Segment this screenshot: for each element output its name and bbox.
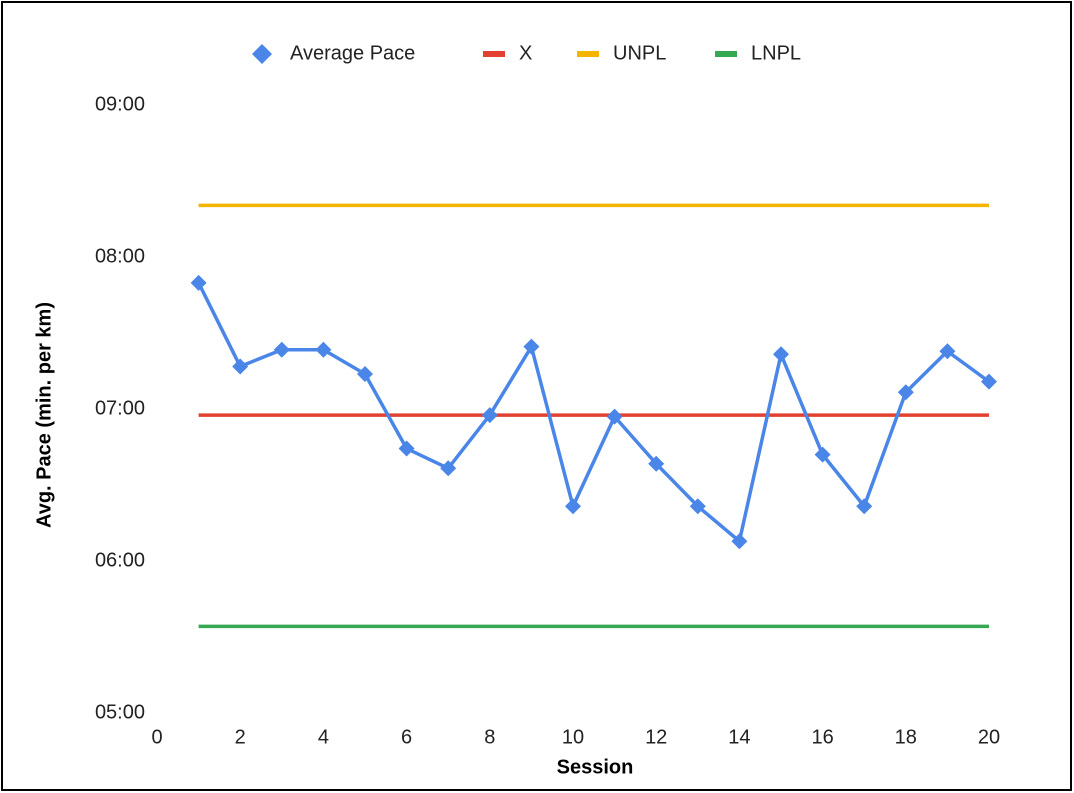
data-point (565, 498, 581, 515)
legend-label: UNPL (613, 42, 666, 64)
x-tick-label: 10 (562, 726, 584, 748)
legend-label: X (519, 42, 532, 64)
x-tick-label: 4 (318, 726, 329, 748)
data-point (981, 373, 997, 390)
legend-marker (715, 51, 737, 57)
data-point (232, 358, 249, 375)
legend-marker (483, 51, 505, 57)
data-point (648, 455, 665, 472)
x-tick-label: 12 (645, 726, 667, 748)
y-tick-label: 07:00 (95, 397, 145, 419)
x-tick-label: 18 (895, 726, 917, 748)
data-point (606, 408, 623, 425)
data-point (398, 440, 415, 457)
y-tick-label: 09:00 (95, 93, 145, 115)
x-tick-label: 16 (811, 726, 833, 748)
data-point (773, 346, 789, 363)
data-point (814, 446, 831, 463)
x-tick-label: 2 (235, 726, 246, 748)
y-tick-label: 06:00 (95, 549, 145, 571)
legend-marker (577, 51, 599, 57)
data-point (731, 533, 748, 550)
y-tick-label: 05:00 (95, 701, 145, 723)
x-axis-label: Session (557, 756, 634, 778)
data-point (440, 460, 457, 477)
data-point (689, 498, 706, 515)
x-tick-label: 8 (484, 726, 495, 748)
x-tick-label: 0 (151, 726, 162, 748)
data-point (523, 338, 540, 355)
x-tick-label: 14 (728, 726, 750, 748)
x-tick-label: 20 (978, 726, 1000, 748)
data-point (273, 341, 290, 358)
series-line (197, 282, 991, 543)
y-axis-label: Avg. Pace (min. per km) (33, 302, 55, 528)
x-tick-label: 6 (401, 726, 412, 748)
data-point (856, 498, 873, 515)
legend-label: LNPL (751, 42, 801, 64)
legend-marker (252, 44, 272, 64)
data-point (315, 341, 332, 358)
data-point (939, 343, 956, 360)
legend-label: Average Pace (290, 42, 415, 64)
data-point (897, 384, 914, 401)
data-point (357, 366, 373, 383)
data-point (481, 407, 498, 424)
data-point (190, 274, 207, 291)
y-tick-label: 08:00 (95, 245, 145, 267)
